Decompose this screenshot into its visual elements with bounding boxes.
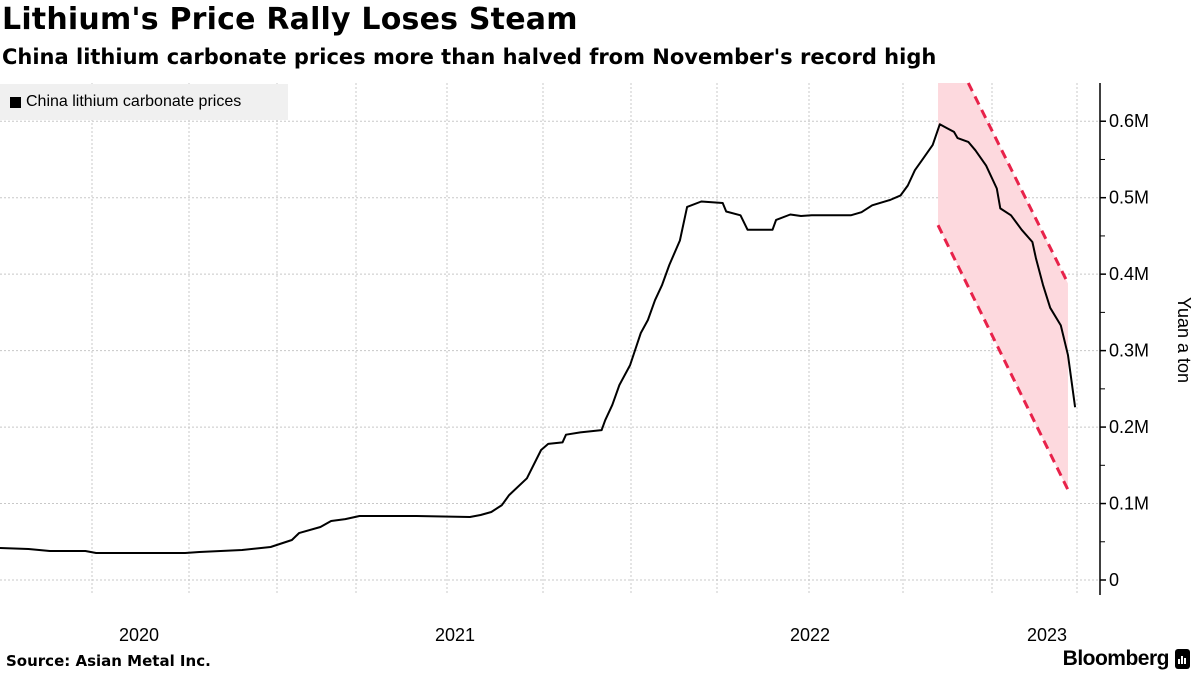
price-line [0, 123, 1077, 554]
y-tick-label: 0.2M [1109, 417, 1149, 437]
chart-subtitle: China lithium carbonate prices more than… [2, 45, 937, 69]
bloomberg-terminal-icon [1175, 649, 1190, 669]
x-tick-label: 2020 [119, 625, 159, 645]
y-axis-label: Yuan a ton [1174, 297, 1194, 383]
series-line [0, 123, 1077, 554]
legend-swatch-icon [10, 96, 21, 108]
x-axis: 2020 2021 2022 2023 [119, 625, 1067, 645]
legend-label: China lithium carbonate prices [26, 93, 242, 110]
x-tick-label: 2022 [790, 625, 830, 645]
y-axis: 0 0.1M 0.2M 0.3M 0.4M 0.5M 0.6M [1099, 83, 1149, 595]
y-tick-label: 0.3M [1109, 341, 1149, 361]
bloomberg-logo: Bloomberg [1063, 647, 1190, 671]
y-tick-label: 0 [1109, 570, 1119, 590]
legend: China lithium carbonate prices [0, 84, 288, 120]
brand-text: Bloomberg [1062, 647, 1170, 670]
y-tick-label: 0.5M [1109, 188, 1149, 208]
y-tick-label: 0.1M [1109, 494, 1149, 514]
chart-title: Lithium's Price Rally Loses Steam [2, 2, 578, 37]
gridlines [0, 83, 1100, 595]
shaded-band [938, 83, 1068, 490]
y-tick-label: 0.6M [1109, 111, 1149, 131]
lower-trend-line [936, 224, 1070, 491]
x-tick-label: 2021 [435, 625, 475, 645]
x-tick-label: 2023 [1027, 625, 1067, 645]
shaded-region [938, 83, 1068, 490]
y-tick-label: 0.4M [1109, 264, 1149, 284]
upper-trend-line [966, 82, 1070, 284]
trend-lines [936, 82, 1070, 491]
source-note: Source: Asian Metal Inc. [6, 652, 211, 670]
